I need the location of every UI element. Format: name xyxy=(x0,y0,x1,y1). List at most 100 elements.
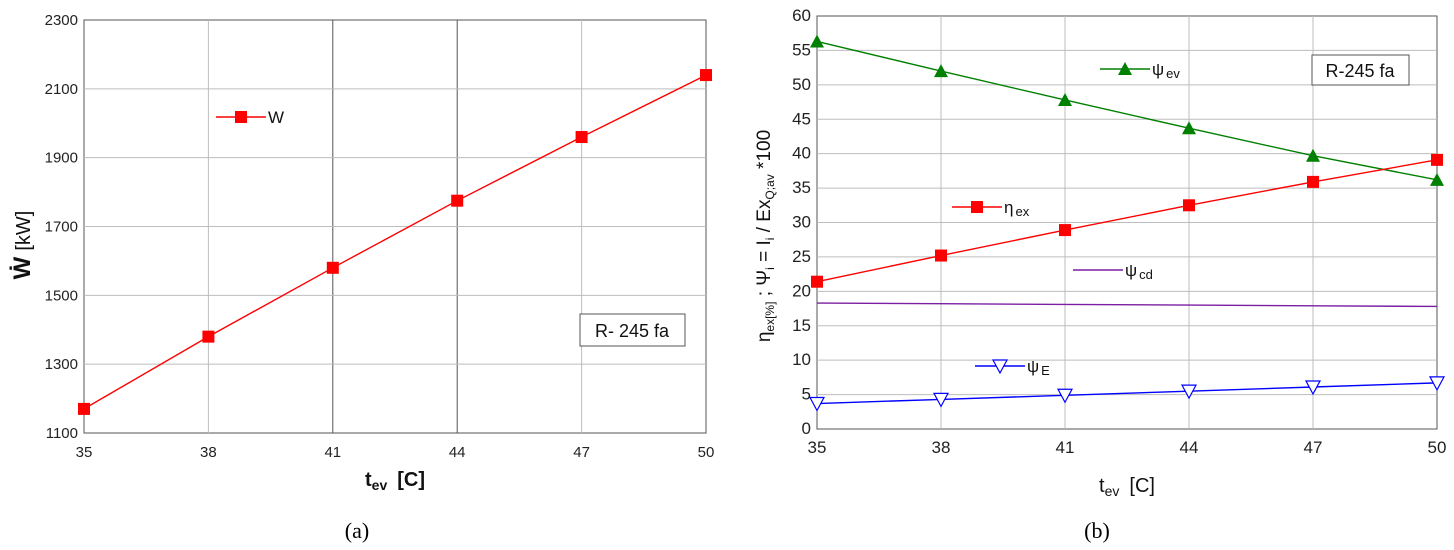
x-tick-label: 35 xyxy=(808,438,827,457)
chart-a-grid xyxy=(84,20,706,433)
data-point xyxy=(575,131,588,144)
y-tick-label: 55 xyxy=(792,40,811,59)
x-tick-label: 38 xyxy=(932,438,951,457)
chart-b-caption: (b) xyxy=(1084,518,1110,543)
legend-label: ψ cd xyxy=(1125,261,1153,282)
y-tick-label: 25 xyxy=(792,247,811,266)
chart-a-annotation-box xyxy=(579,313,686,347)
legend-marker xyxy=(1118,62,1132,75)
series-line xyxy=(816,40,1438,181)
data-point xyxy=(1182,121,1196,135)
data-point xyxy=(808,396,826,412)
chart-b-grid xyxy=(817,16,1437,429)
x-tick-label: 50 xyxy=(698,444,715,461)
y-tick-label: 1500 xyxy=(45,287,78,304)
y-tick-label: 1900 xyxy=(45,150,78,167)
data-point xyxy=(934,64,948,78)
x-tick-label: 41 xyxy=(1056,438,1075,457)
data-point xyxy=(1058,92,1072,106)
y-tick-label: 60 xyxy=(792,6,811,25)
chart-b-legend: ψ ev η ex ψ cd ψ E xyxy=(952,60,1180,378)
y-tick-label: 0 xyxy=(802,419,811,438)
chart-b-annotation-box xyxy=(1311,54,1410,86)
y-tick-label: 1300 xyxy=(45,356,78,373)
y-tick-label: 10 xyxy=(792,350,811,369)
chart-b-y-ticks: 0 5 10 15 20 25 30 35 40 45 50 55 60 xyxy=(792,6,811,438)
data-point xyxy=(934,297,948,310)
x-tick-label: 44 xyxy=(1180,438,1199,457)
data-point xyxy=(932,392,950,408)
data-point xyxy=(810,34,824,48)
y-tick-label: 40 xyxy=(792,144,811,163)
legend-marker xyxy=(1091,264,1105,276)
x-tick-label: 47 xyxy=(573,444,590,461)
data-point xyxy=(1058,298,1072,311)
data-point xyxy=(1307,175,1319,188)
legend-label: ψ ev xyxy=(1152,60,1180,81)
x-tick-label: 50 xyxy=(1428,438,1447,457)
y-tick-label: 1100 xyxy=(46,425,78,442)
data-point xyxy=(1180,384,1198,400)
data-point xyxy=(1431,153,1443,166)
legend-marker xyxy=(235,111,247,123)
data-point xyxy=(1056,388,1074,404)
y-tick-label: 1700 xyxy=(45,219,78,236)
y-tick-label: 2300 xyxy=(45,12,78,29)
chart-a-y-ticks: 1100 1300 1500 1700 1900 2100 2300 xyxy=(45,12,78,442)
chart-a-x-axis-label: tev [C] xyxy=(365,469,425,493)
data-point xyxy=(810,297,824,310)
data-point xyxy=(326,261,339,274)
data-point xyxy=(1306,148,1320,162)
x-tick-label: 47 xyxy=(1304,438,1323,457)
series-line xyxy=(83,74,707,410)
x-tick-label: 38 xyxy=(200,444,217,461)
data-point xyxy=(1183,199,1195,212)
y-tick-label: 2100 xyxy=(45,81,78,98)
chart-b-x-axis-label: tev [C] xyxy=(1099,475,1155,499)
data-point xyxy=(1428,376,1446,392)
data-point xyxy=(202,330,215,343)
x-tick-label: 35 xyxy=(76,444,93,461)
data-point xyxy=(78,402,90,415)
series-line xyxy=(816,159,1438,283)
data-point xyxy=(1306,299,1320,312)
y-tick-label: 45 xyxy=(792,109,811,128)
data-point xyxy=(1059,224,1071,237)
y-tick-label: 20 xyxy=(792,281,811,300)
chart-a-series xyxy=(78,69,712,415)
data-point xyxy=(1430,172,1444,186)
legend-marker xyxy=(991,359,1009,375)
data-point xyxy=(811,275,823,288)
chart-a-x-ticks: 35 38 41 44 47 50 xyxy=(76,444,715,461)
data-point xyxy=(1304,380,1322,396)
data-point xyxy=(700,69,712,82)
chart-b-x-ticks: 35 38 41 44 47 50 xyxy=(808,438,1447,457)
data-point xyxy=(451,194,464,207)
series-line xyxy=(816,302,1438,308)
legend-marker xyxy=(971,201,983,213)
x-tick-label: 44 xyxy=(449,444,466,461)
chart-a-legend: W xyxy=(216,108,284,127)
chart-a-caption: (a) xyxy=(345,518,369,543)
data-point xyxy=(1182,299,1196,312)
chart-a-y-axis-label: Ẇ[kW] xyxy=(9,211,36,280)
x-tick-label: 41 xyxy=(324,444,341,461)
data-point xyxy=(1430,300,1444,313)
data-point xyxy=(935,249,947,262)
legend-label: η ex xyxy=(1004,198,1030,219)
y-tick-label: 15 xyxy=(792,316,811,335)
chart-b-annotation: R-245 fa xyxy=(1325,61,1395,81)
chart-a: 35 38 41 44 47 50 1100 1300 1500 1700 1900 2100 230… xyxy=(9,12,714,543)
chart-b-y-axis-label: ηex[%] ; Ψi = Ii / ExQ;av *100 xyxy=(754,130,777,342)
series-line xyxy=(816,382,1438,405)
y-tick-label: 35 xyxy=(792,178,811,197)
y-tick-label: 5 xyxy=(802,385,811,404)
legend-label: W xyxy=(268,108,284,127)
chart-a-annotation: R- 245 fa xyxy=(595,321,670,341)
y-tick-label: 50 xyxy=(792,75,811,94)
y-tick-label: 30 xyxy=(792,213,811,232)
chart-b-series xyxy=(808,34,1446,412)
